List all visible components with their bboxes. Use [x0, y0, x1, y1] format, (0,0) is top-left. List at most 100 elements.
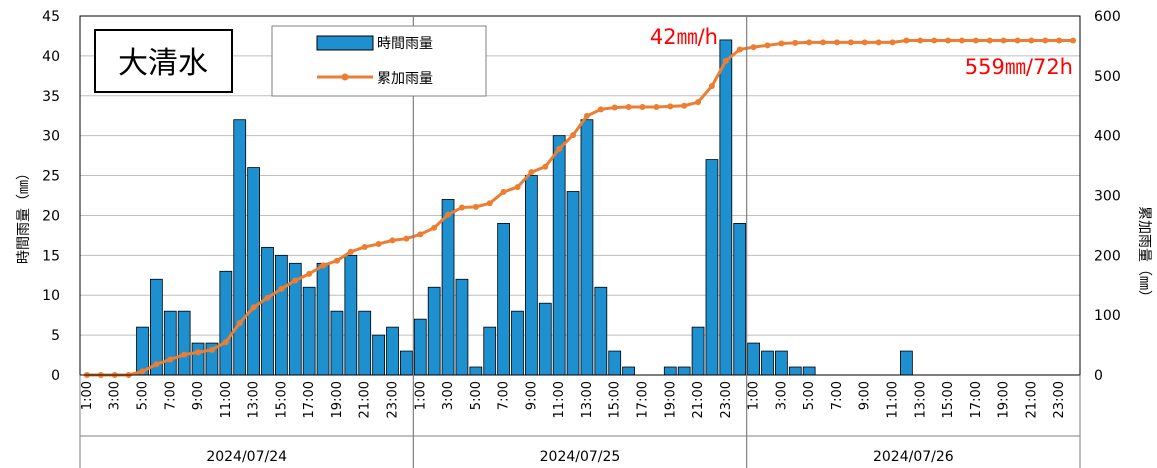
date-label: 2024/07/26 — [873, 449, 954, 465]
x-tick-label: 23:00 — [719, 381, 734, 418]
cumulative-point — [542, 163, 549, 170]
x-tick-label: 13:00 — [580, 381, 595, 418]
legend-label-hourly: 時間雨量 — [377, 36, 433, 52]
x-tick-label: 13:00 — [913, 381, 928, 418]
cumulative-point — [278, 285, 285, 292]
cumulative-point — [264, 294, 271, 301]
station-label-frame — [94, 29, 233, 93]
cumulative-point — [528, 169, 535, 176]
cumulative-point — [667, 103, 674, 110]
x-tick-label: 9:00 — [191, 381, 206, 410]
hourly-bar — [427, 286, 441, 376]
hourly-bars — [136, 39, 913, 376]
cumulative-point — [361, 243, 368, 250]
hourly-bar — [552, 135, 566, 376]
hourly-bar — [747, 342, 760, 376]
x-tick-label: 15:00 — [274, 381, 289, 418]
x-tick-label: 23:00 — [386, 381, 401, 418]
hourly-bar — [455, 278, 469, 376]
x-tick-label: 3:00 — [774, 381, 789, 410]
right-y-tick-label: 100 — [1094, 308, 1121, 324]
x-tick-label: 19:00 — [663, 381, 678, 418]
hourly-bar — [802, 366, 816, 376]
cumulative-point — [167, 356, 174, 363]
x-tick-label: 17:00 — [636, 381, 651, 418]
x-tick-label: 21:00 — [358, 381, 373, 418]
date-label: 2024/07/25 — [540, 449, 621, 465]
x-tick-label: 9:00 — [858, 381, 873, 410]
cumulative-point — [389, 237, 396, 244]
hourly-bar — [344, 254, 358, 376]
hourly-bar — [677, 366, 691, 376]
cumulative-point — [292, 277, 299, 284]
hourly-bar — [775, 350, 788, 376]
cumulative-point — [472, 203, 479, 210]
left-y-tick-label: 40 — [42, 49, 60, 65]
hourly-bar — [233, 119, 247, 376]
cumulative-point — [708, 83, 715, 90]
cumulative-point — [1056, 37, 1063, 44]
plot-border — [79, 15, 1081, 376]
cumulative-point — [222, 339, 229, 346]
x-tick-label: 11:00 — [219, 381, 234, 418]
hourly-bar — [441, 199, 455, 376]
cumulative-point — [236, 319, 243, 326]
cumulative-point — [1042, 37, 1049, 44]
cumulative-point — [820, 39, 827, 46]
hourly-bar — [511, 310, 524, 376]
x-tick-label: 17:00 — [969, 381, 984, 418]
total-annotation: 559㎜/72h — [965, 55, 1073, 79]
x-tick-label: 9:00 — [524, 381, 539, 410]
cumulative-point — [611, 104, 618, 111]
cumulative-point — [875, 39, 882, 46]
cumulative-point — [958, 37, 965, 44]
cumulative-point — [778, 40, 785, 47]
hourly-bar — [608, 350, 622, 376]
cumulative-point — [417, 231, 424, 238]
cumulative-point — [556, 145, 563, 152]
right-y-tick-label: 300 — [1094, 189, 1121, 205]
cumulative-point — [514, 184, 521, 191]
cumulative-point — [625, 103, 632, 110]
left-y-tick-label: 30 — [42, 129, 60, 145]
left-y-tick-label: 25 — [42, 169, 60, 185]
right-y-tick-label: 0 — [1094, 368, 1103, 384]
right-y-tick-label: 600 — [1094, 9, 1121, 25]
cumulative-point — [1070, 37, 1077, 44]
cumulative-point — [153, 361, 160, 368]
legend-swatch-cumulative-marker — [341, 73, 349, 81]
hourly-bar — [900, 350, 913, 376]
hourly-bar — [483, 326, 497, 376]
cumulative-point — [861, 39, 868, 46]
right-y-tick-label: 400 — [1094, 129, 1121, 145]
left-axis-title: 時間雨量（㎜） — [16, 166, 32, 264]
cumulative-point — [639, 103, 646, 110]
cumulative-point — [972, 37, 979, 44]
left-y-tick-label: 20 — [42, 208, 60, 224]
cumulative-point — [653, 103, 660, 110]
hourly-bar — [691, 326, 705, 376]
left-y-tick-label: 0 — [51, 368, 60, 384]
hourly-bar — [566, 191, 580, 376]
legend-swatch-hourly — [316, 35, 374, 51]
hourly-bar — [275, 254, 288, 376]
hourly-bar — [177, 310, 191, 376]
cumulative-point — [347, 248, 354, 255]
hourly-bar — [163, 310, 177, 376]
cumulative-point — [195, 349, 202, 356]
legend: 時間雨量 累加雨量 — [271, 25, 487, 97]
x-tick-label: 5:00 — [136, 381, 151, 410]
cumulative-point — [945, 37, 952, 44]
right-y-tick-label: 200 — [1094, 248, 1121, 264]
left-y-tick-labels: 0 5 10 15 20 25 30 35 40 45 — [42, 9, 60, 384]
cumulative-point — [597, 106, 604, 113]
x-tick-label: 7:00 — [163, 381, 178, 410]
hourly-bar — [538, 302, 552, 376]
date-labels: 2024/07/24 2024/07/25 2024/07/26 — [206, 449, 953, 465]
x-tick-label: 19:00 — [330, 381, 345, 418]
hourly-bar — [469, 366, 483, 376]
hourly-bar — [497, 223, 510, 376]
cumulative-point — [208, 346, 215, 353]
x-tick-label: 11:00 — [886, 381, 901, 418]
